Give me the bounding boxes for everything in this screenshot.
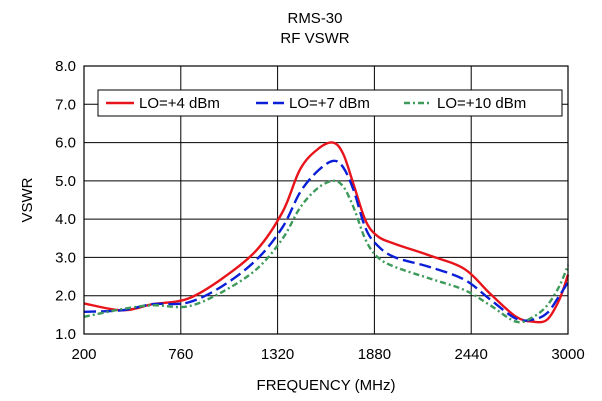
series-line-1 — [83, 141, 570, 324]
y-tick-label: 8.0 — [55, 58, 76, 75]
legend-label: LO=+4 dBm — [139, 95, 220, 112]
plot-frame — [83, 65, 569, 335]
legend-label: LO=+7 dBm — [289, 95, 370, 112]
x-tick-label: 1880 — [358, 346, 391, 363]
x-tick-labels: 200 760 1320 1880 2440 3000 — [71, 346, 584, 363]
x-tick-label: 200 — [71, 346, 96, 363]
y-axis-label: VSWR — [19, 177, 36, 222]
chart-subtitle: RF VSWR — [280, 30, 349, 47]
y-tick-label: 2.0 — [55, 288, 76, 305]
x-tick-label: 760 — [168, 346, 193, 363]
x-tick-label: 1320 — [261, 346, 294, 363]
series-line-3 — [83, 179, 570, 324]
x-axis-label: FREQUENCY (MHz) — [257, 377, 396, 394]
x-tick-label: 3000 — [551, 346, 584, 363]
legend: LO=+4 dBm LO=+7 dBm LO=+10 dBm — [97, 89, 563, 117]
y-tick-label: 4.0 — [55, 211, 76, 228]
y-tick-labels: 1.0 2.0 3.0 4.0 5.0 6.0 7.0 8.0 — [55, 58, 76, 343]
y-tick-label: 7.0 — [55, 96, 76, 113]
x-tick-label: 2440 — [455, 346, 488, 363]
legend-box — [97, 89, 563, 117]
y-tick-label: 5.0 — [55, 173, 76, 190]
y-tick-label: 3.0 — [55, 249, 76, 266]
y-tick-label: 6.0 — [55, 135, 76, 152]
chart-title: RMS-30 — [287, 10, 342, 27]
y-tick-label: 1.0 — [55, 326, 76, 343]
series-layer — [83, 141, 570, 324]
series-line-2 — [83, 159, 570, 322]
legend-label: LO=+10 dBm — [437, 95, 526, 112]
